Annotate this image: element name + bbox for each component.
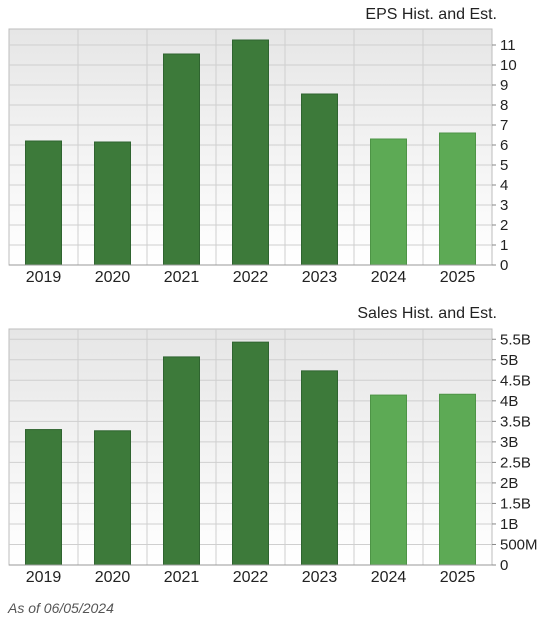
eps-ytick-label: 9 bbox=[500, 77, 508, 94]
sales-chart: Sales Hist. and Est. 0 500M 1B 1.5B 2B 2.5B 3B… bbox=[8, 305, 538, 586]
sales-ytick-label: 1.5B bbox=[500, 495, 531, 512]
as-of-date: As of 06/05/2024 bbox=[8, 600, 114, 616]
eps-xtick-label: 2021 bbox=[164, 269, 200, 286]
eps-ytick-label: 8 bbox=[500, 97, 508, 114]
sales-xtick-label: 2019 bbox=[26, 569, 62, 586]
eps-ytick-label: 2 bbox=[500, 217, 508, 234]
sales-ytick-label: 500M bbox=[500, 536, 538, 553]
eps-ytick-label: 5 bbox=[500, 157, 508, 174]
eps-bar-2022 bbox=[232, 39, 269, 266]
sales-bar-2025 bbox=[439, 393, 476, 566]
eps-bar-2024 bbox=[370, 138, 407, 266]
sales-xtick-label: 2025 bbox=[440, 569, 476, 586]
sales-ytick-label: 5B bbox=[500, 352, 518, 369]
sales-xtick-label: 2022 bbox=[233, 569, 269, 586]
sales-bar-2024 bbox=[370, 394, 407, 566]
eps-bar-2023 bbox=[301, 93, 338, 266]
sales-xtick-label: 2023 bbox=[302, 569, 338, 586]
eps-xtick-label: 2020 bbox=[95, 269, 131, 286]
eps-xtick-label: 2022 bbox=[233, 269, 269, 286]
eps-xtick-label: 2025 bbox=[440, 269, 476, 286]
sales-chart-svg: 0 500M 1B 1.5B 2B 2.5B 3B 3.5B 4B 4.5B 5B 5.5B 2019 2… bbox=[8, 328, 538, 586]
sales-ytick-label: 2.5B bbox=[500, 454, 531, 471]
sales-xtick-label: 2020 bbox=[95, 569, 131, 586]
sales-chart-title: Sales Hist. and Est. bbox=[357, 305, 497, 322]
sales-ytick-label: 1B bbox=[500, 516, 518, 533]
eps-ytick-label: 3 bbox=[500, 197, 508, 214]
eps-bar-2021 bbox=[163, 53, 200, 266]
eps-ytick-label: 6 bbox=[500, 137, 508, 154]
eps-xtick-label: 2019 bbox=[26, 269, 62, 286]
eps-bar-2020 bbox=[94, 141, 131, 266]
sales-ytick-label: 2B bbox=[500, 475, 518, 492]
sales-ytick-label: 3B bbox=[500, 434, 518, 451]
sales-xtick-label: 2024 bbox=[371, 569, 407, 586]
sales-ytick-label: 3.5B bbox=[500, 413, 531, 430]
eps-ytick-label: 10 bbox=[500, 57, 517, 74]
sales-bar-2023 bbox=[301, 370, 338, 566]
sales-ytick-label: 0 bbox=[500, 557, 508, 574]
eps-xtick-label: 2024 bbox=[371, 269, 407, 286]
eps-ytick-label: 4 bbox=[500, 177, 508, 194]
sales-bar-2021 bbox=[163, 356, 200, 566]
sales-ytick-label: 5.5B bbox=[500, 331, 531, 348]
eps-ytick-label: 7 bbox=[500, 117, 508, 134]
sales-bar-2019 bbox=[25, 429, 62, 566]
eps-chart-title: EPS Hist. and Est. bbox=[365, 6, 497, 23]
eps-ytick-label: 1 bbox=[500, 237, 508, 254]
sales-bar-2020 bbox=[94, 430, 131, 566]
sales-bar-2022 bbox=[232, 341, 269, 566]
eps-chart: EPS Hist. and Est. 0 1 2 3 4 5 6 7 8 9 10 11 2019 202… bbox=[0, 0, 557, 290]
sales-xtick-label: 2021 bbox=[164, 569, 200, 586]
sales-ytick-label: 4.5B bbox=[500, 372, 531, 389]
eps-chart-svg: 0 1 2 3 4 5 6 7 8 9 10 11 2019 2020 2021 2022 2023 2024 20… bbox=[8, 28, 517, 286]
eps-ytick-label: 0 bbox=[500, 257, 508, 274]
sales-ytick-label: 4B bbox=[500, 393, 518, 410]
eps-bar-2025 bbox=[439, 132, 476, 266]
eps-ytick-label: 11 bbox=[500, 37, 516, 54]
eps-xtick-label: 2023 bbox=[302, 269, 338, 286]
